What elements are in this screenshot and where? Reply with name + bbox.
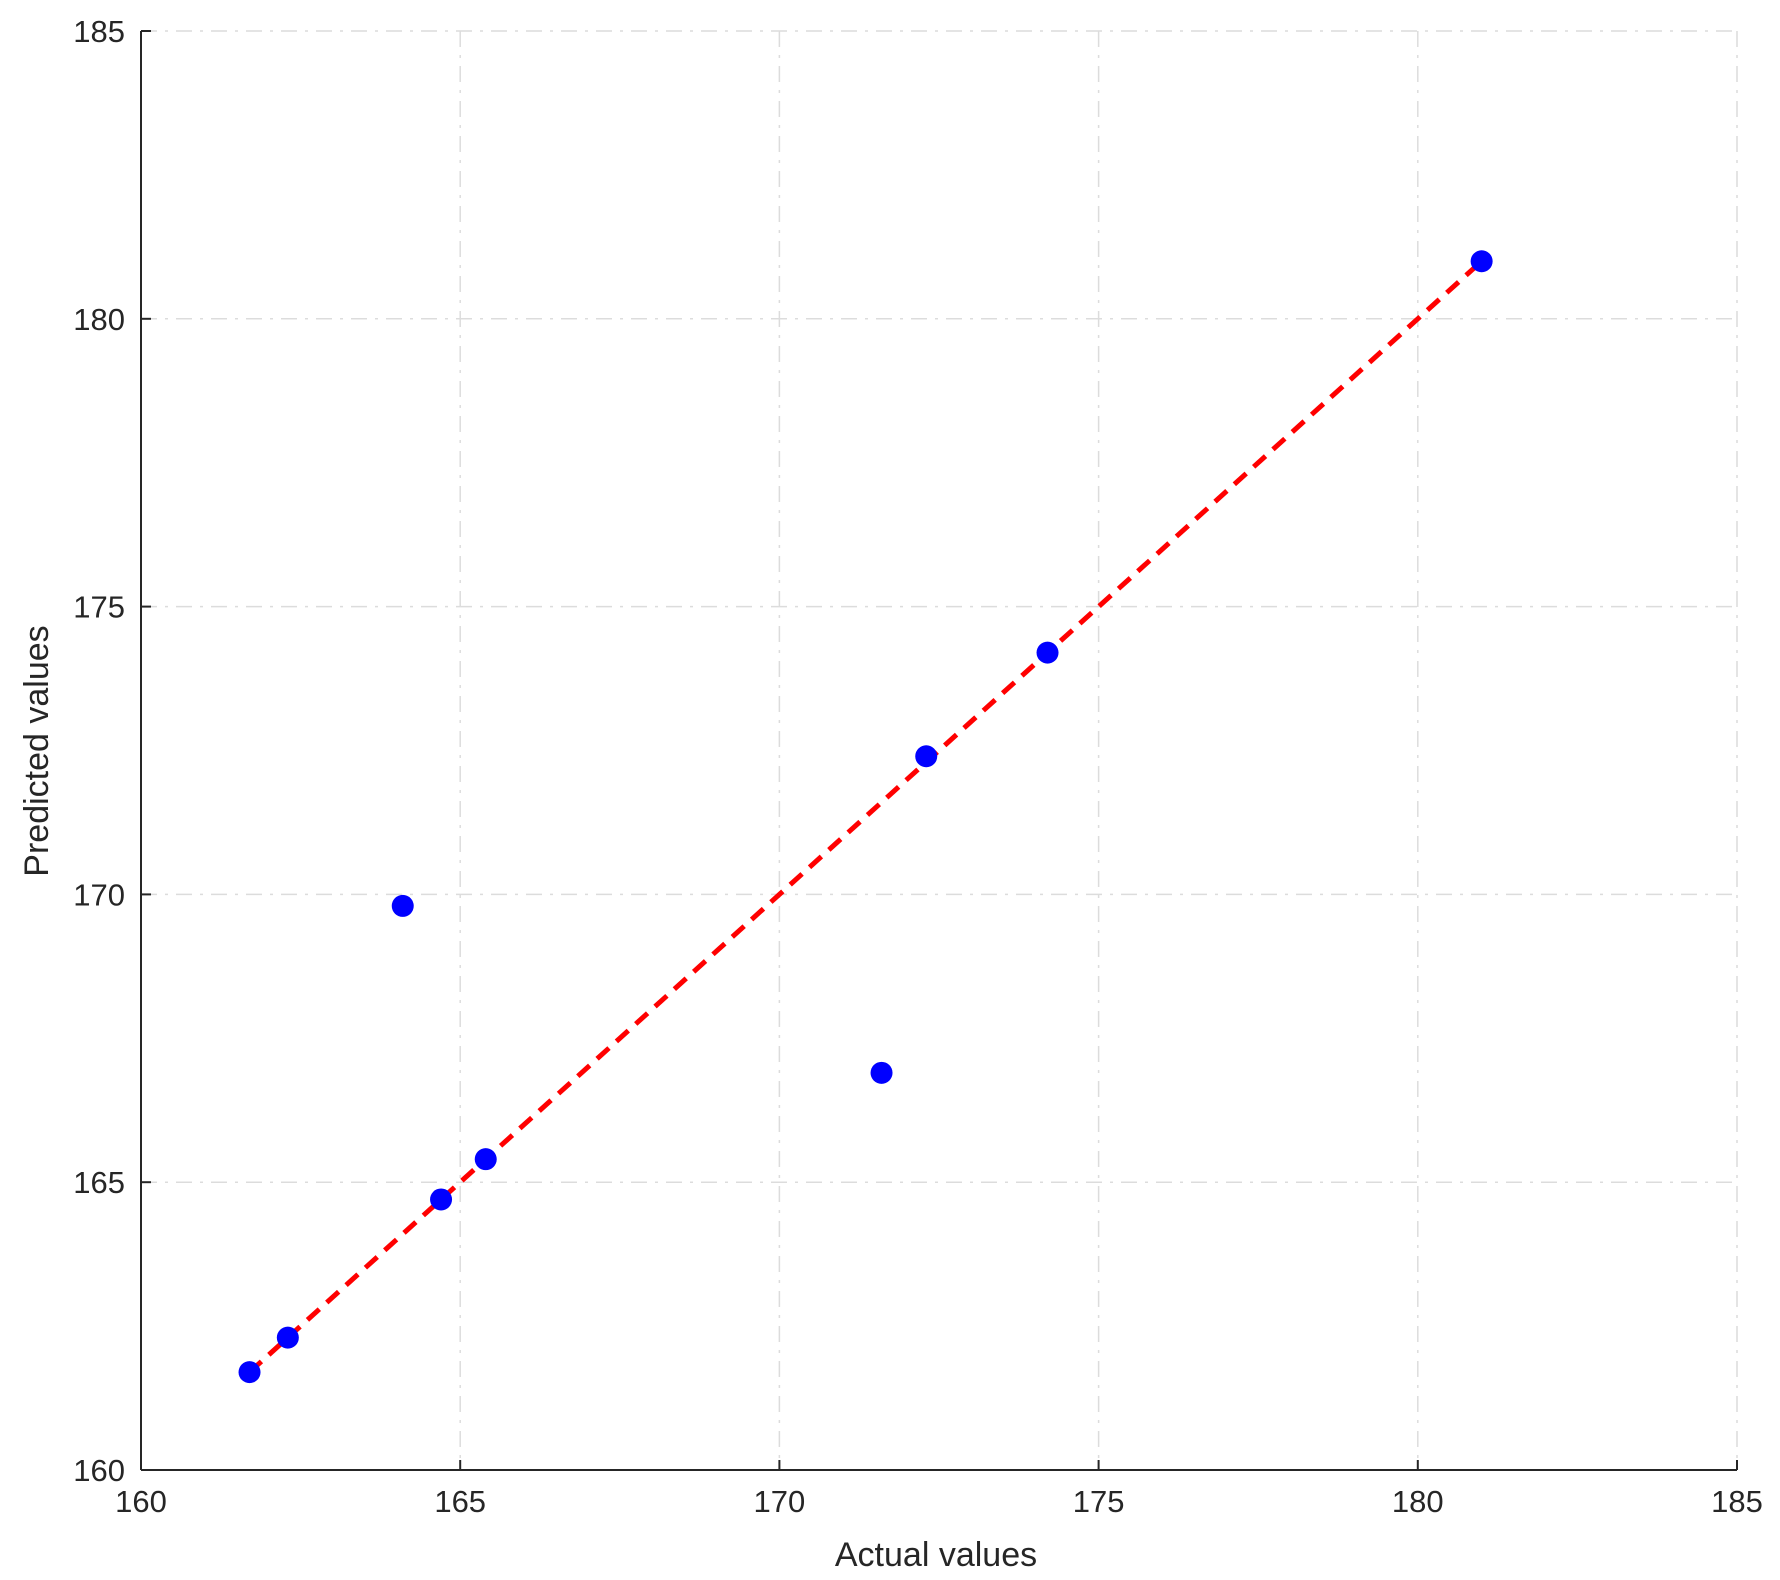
y-tick-label: 170 bbox=[73, 877, 125, 912]
x-tick-label: 180 bbox=[1392, 1484, 1444, 1519]
y-axis-title: Predicted values bbox=[18, 625, 56, 876]
data-point bbox=[915, 745, 938, 768]
data-point bbox=[276, 1326, 299, 1349]
y-tick-label: 160 bbox=[73, 1453, 125, 1488]
y-tick-label: 165 bbox=[73, 1165, 125, 1200]
grid bbox=[141, 30, 1738, 1470]
data-point bbox=[1036, 641, 1059, 664]
data-point bbox=[391, 894, 414, 917]
x-tick-label: 175 bbox=[1073, 1484, 1125, 1519]
data-point bbox=[870, 1061, 893, 1084]
data-point bbox=[238, 1361, 261, 1384]
x-tick-label: 160 bbox=[115, 1484, 167, 1519]
tick-labels: 160 165 170 175 180 185 160 165 170 175 180 185 bbox=[73, 14, 1763, 1519]
x-tick-label: 165 bbox=[434, 1484, 486, 1519]
data-point bbox=[430, 1188, 453, 1211]
x-tick-label: 170 bbox=[754, 1484, 806, 1519]
y-tick-label: 180 bbox=[73, 302, 125, 337]
data-point bbox=[1470, 250, 1493, 273]
y-tick-label: 185 bbox=[73, 14, 125, 49]
x-tick-label: 185 bbox=[1711, 1484, 1763, 1519]
x-axis-title: Actual values bbox=[835, 1536, 1037, 1574]
y-tick-label: 175 bbox=[73, 590, 125, 625]
data-series bbox=[238, 250, 1493, 1384]
axes bbox=[140, 30, 1738, 1471]
data-point bbox=[474, 1148, 497, 1171]
fit-line bbox=[247, 259, 1484, 1375]
